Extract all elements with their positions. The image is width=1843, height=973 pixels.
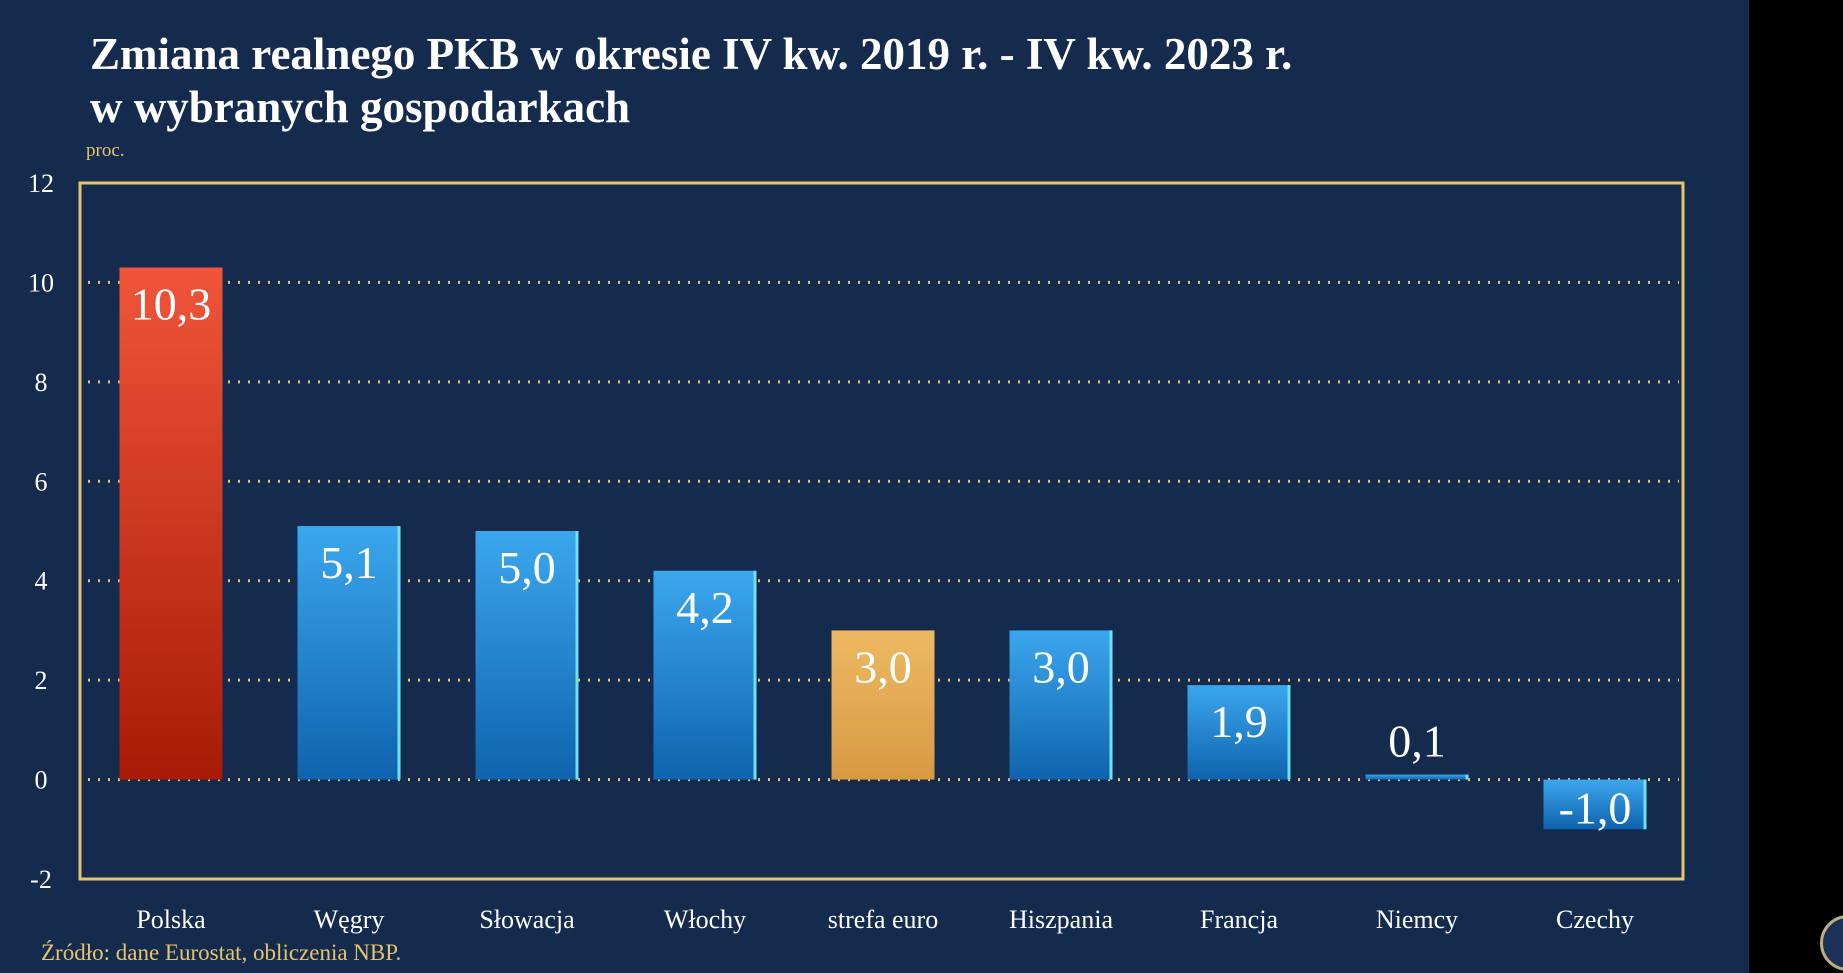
- y-tick-label: 4: [35, 567, 48, 596]
- data-label: 0,1: [1388, 716, 1446, 767]
- category-label: strefa euro: [828, 905, 938, 934]
- y-tick-label: 10: [28, 268, 54, 297]
- y-tick-label: -2: [30, 865, 52, 894]
- bar-słowacja: [475, 531, 579, 780]
- data-label: 1,9: [1210, 696, 1268, 747]
- bar-strefa-euro: [831, 630, 935, 780]
- category-label: Hiszpania: [1009, 905, 1113, 934]
- data-label: 10,3: [131, 279, 212, 330]
- y-axis-unit: proc.: [86, 140, 125, 161]
- y-tick-label: 8: [35, 368, 48, 397]
- source-note: Źródło: dane Eurostat, obliczenia NBP.: [41, 940, 402, 965]
- title-line-1: Zmiana realnego PKB w okresie IV kw. 201…: [90, 29, 1293, 79]
- data-label: -1,0: [1559, 783, 1632, 834]
- data-label: 4,2: [676, 582, 734, 633]
- bar-hiszpania: [1009, 630, 1113, 780]
- category-label: Słowacja: [479, 905, 575, 934]
- category-label: Czechy: [1556, 905, 1634, 934]
- category-label: Polska: [136, 905, 206, 934]
- data-label: 3,0: [1032, 641, 1090, 692]
- bar-węgry: [297, 526, 401, 780]
- slide-panel: [0, 0, 1749, 973]
- bar-edge-highlight: [1109, 630, 1113, 780]
- y-tick-label: 0: [35, 766, 48, 795]
- bar-polska: [119, 267, 223, 780]
- data-label: 3,0: [854, 641, 912, 692]
- bar-czechy: [1543, 779, 1647, 830]
- bar-edge-highlight: [1643, 779, 1647, 830]
- category-label: Węgry: [314, 905, 385, 934]
- category-label: Francja: [1200, 905, 1278, 934]
- bar-edge-highlight: [575, 531, 579, 780]
- bar-edge-highlight: [1287, 685, 1291, 780]
- bar-edge-highlight: [753, 570, 757, 780]
- y-tick-label: 2: [35, 666, 48, 695]
- plot-frame: [78, 181, 1685, 881]
- bar-niemcy: [1365, 774, 1469, 780]
- y-tick-label: 12: [28, 169, 54, 198]
- category-label: Niemcy: [1376, 905, 1458, 934]
- title-line-2: w wybranych gospodarkach: [90, 82, 631, 132]
- category-label: Włochy: [664, 905, 746, 934]
- data-label: 5,1: [320, 537, 378, 588]
- y-tick-label: 6: [35, 467, 48, 496]
- bar-edge-highlight: [1465, 774, 1469, 780]
- bar-włochy: [653, 570, 757, 780]
- bar-edge-highlight: [397, 526, 401, 780]
- chart-title: Zmiana realnego PKB w okresie IV kw. 201…: [90, 28, 1292, 134]
- bar-francja: [1187, 685, 1291, 780]
- data-label: 5,0: [498, 542, 556, 593]
